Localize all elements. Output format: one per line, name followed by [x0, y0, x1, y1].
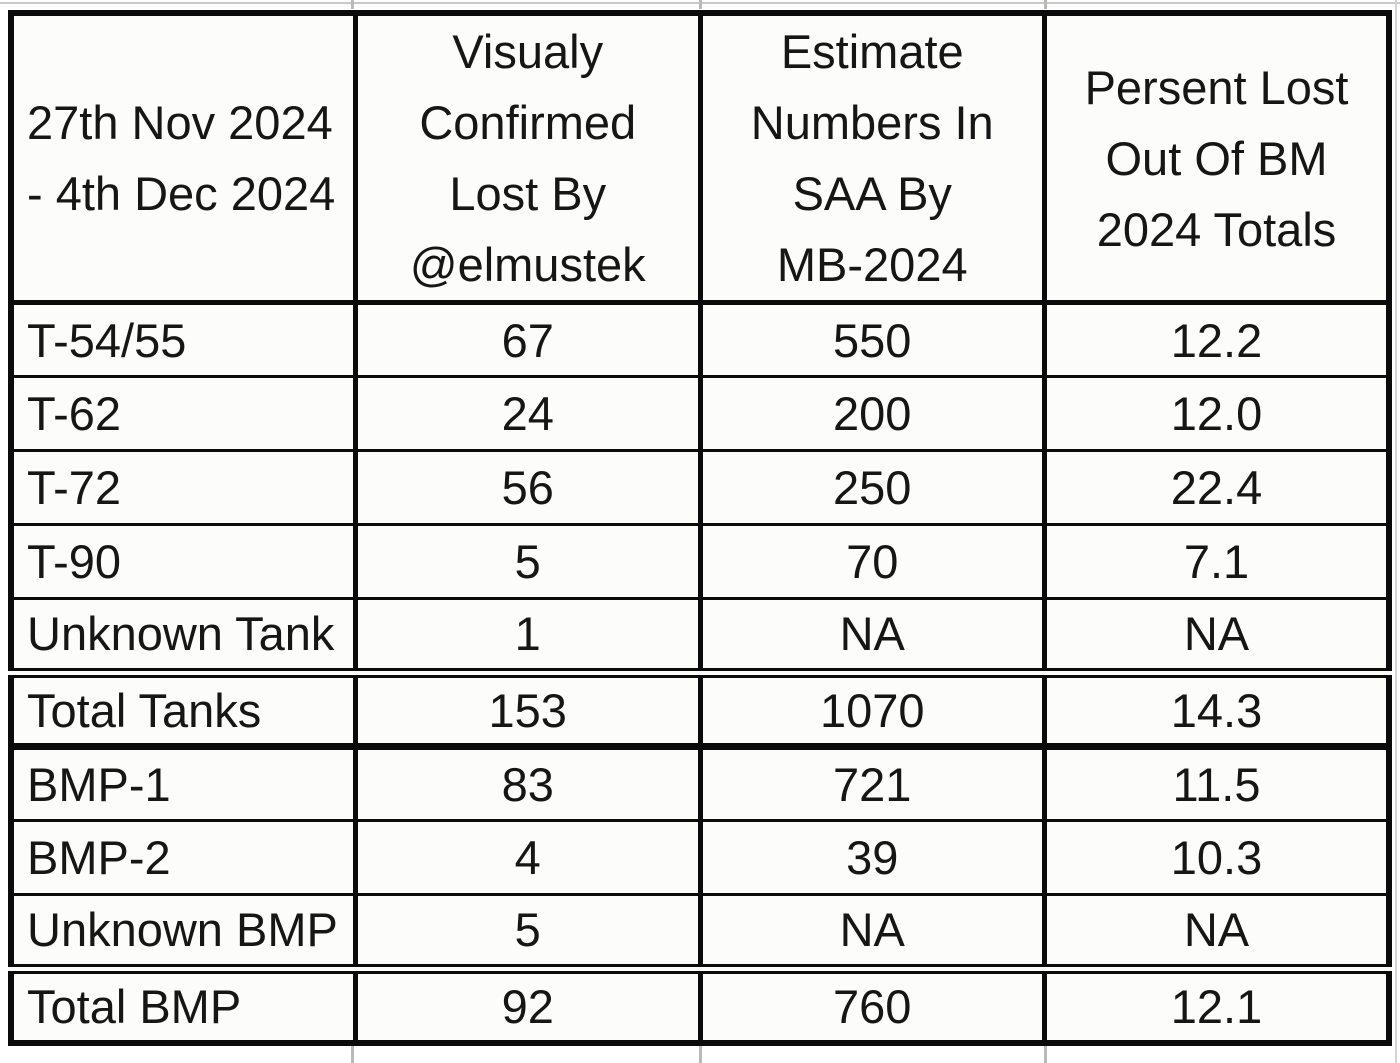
confirmed-value: 1 [353, 597, 703, 674]
confirmed-value: 153 [353, 667, 703, 748]
percent-value: 10.3 [1042, 819, 1392, 896]
estimate-value: 200 [697, 375, 1047, 452]
confirmed-value: 67 [353, 301, 703, 378]
percent-value: 12.1 [1042, 963, 1392, 1044]
gridline-stub [1044, 1046, 1047, 1063]
percent-value: 22.4 [1042, 449, 1392, 526]
estimate-value: 70 [697, 523, 1047, 600]
header-confirmed-lost: Visualy Confirmed Lost By @elmustek [353, 11, 703, 305]
table-row-total-tanks: Total Tanks 153 1070 14.3 [8, 667, 1392, 748]
row-label: T-72 [8, 449, 358, 526]
row-label: Unknown Tank [8, 597, 358, 674]
row-label: Total Tanks [8, 667, 358, 748]
vehicle-losses-table: 27th Nov 2024 - 4th Dec 2024 Visualy Con… [8, 10, 1392, 1046]
confirmed-value: 56 [353, 449, 703, 526]
row-label: BMP-2 [8, 819, 358, 896]
estimate-value: 550 [697, 301, 1047, 378]
estimate-value: 250 [697, 449, 1047, 526]
table-row-t72: T-72 56 250 22.4 [8, 449, 1392, 526]
percent-value: 11.5 [1042, 743, 1392, 822]
gridline-stub [699, 1046, 702, 1063]
estimate-value: NA [697, 893, 1047, 970]
row-label: T-62 [8, 375, 358, 452]
confirmed-value: 92 [353, 963, 703, 1044]
confirmed-value: 5 [353, 523, 703, 600]
table-row-t62: T-62 24 200 12.0 [8, 375, 1392, 452]
table-row-unknown-tank: Unknown Tank 1 NA NA [8, 597, 1392, 674]
table-row-t5455: T-54/55 67 550 12.2 [8, 301, 1392, 378]
confirmed-value: 5 [353, 893, 703, 970]
estimate-value: 721 [697, 743, 1047, 822]
gridline-stub [1044, 0, 1047, 9]
row-label: BMP-1 [8, 743, 358, 822]
percent-value: NA [1042, 893, 1392, 970]
estimate-value: 1070 [697, 667, 1047, 748]
header-percent-lost: Persent Lost Out Of BM 2024 Totals [1042, 11, 1392, 305]
header-row: 27th Nov 2024 - 4th Dec 2024 Visualy Con… [8, 11, 1392, 305]
row-label: T-54/55 [8, 301, 358, 378]
gridline-stub [351, 1046, 354, 1063]
spreadsheet-gridline-right [1395, 0, 1397, 1063]
gridline-stub [699, 0, 702, 9]
header-period: 27th Nov 2024 - 4th Dec 2024 [8, 11, 358, 305]
row-label: Unknown BMP [8, 893, 358, 970]
table-row-total-bmp: Total BMP 92 760 12.1 [8, 963, 1392, 1044]
row-label: Total BMP [8, 963, 358, 1044]
percent-value: 12.0 [1042, 375, 1392, 452]
header-estimate-numbers: Estimate Numbers In SAA By MB-2024 [697, 11, 1047, 305]
confirmed-value: 24 [353, 375, 703, 452]
table-row-unknown-bmp: Unknown BMP 5 NA NA [8, 893, 1392, 970]
estimate-value: NA [697, 597, 1047, 674]
percent-value: 7.1 [1042, 523, 1392, 600]
estimate-value: 39 [697, 819, 1047, 896]
percent-value: 14.3 [1042, 667, 1392, 748]
estimate-value: 760 [697, 963, 1047, 1044]
percent-value: NA [1042, 597, 1392, 674]
table-row-bmp1: BMP-1 83 721 11.5 [8, 743, 1392, 822]
confirmed-value: 83 [353, 743, 703, 822]
table-row-bmp2: BMP-2 4 39 10.3 [8, 819, 1392, 896]
row-label: T-90 [8, 523, 358, 600]
table-row-t90: T-90 5 70 7.1 [8, 523, 1392, 600]
confirmed-value: 4 [353, 819, 703, 896]
percent-value: 12.2 [1042, 301, 1392, 378]
gridline-stub [351, 0, 354, 9]
